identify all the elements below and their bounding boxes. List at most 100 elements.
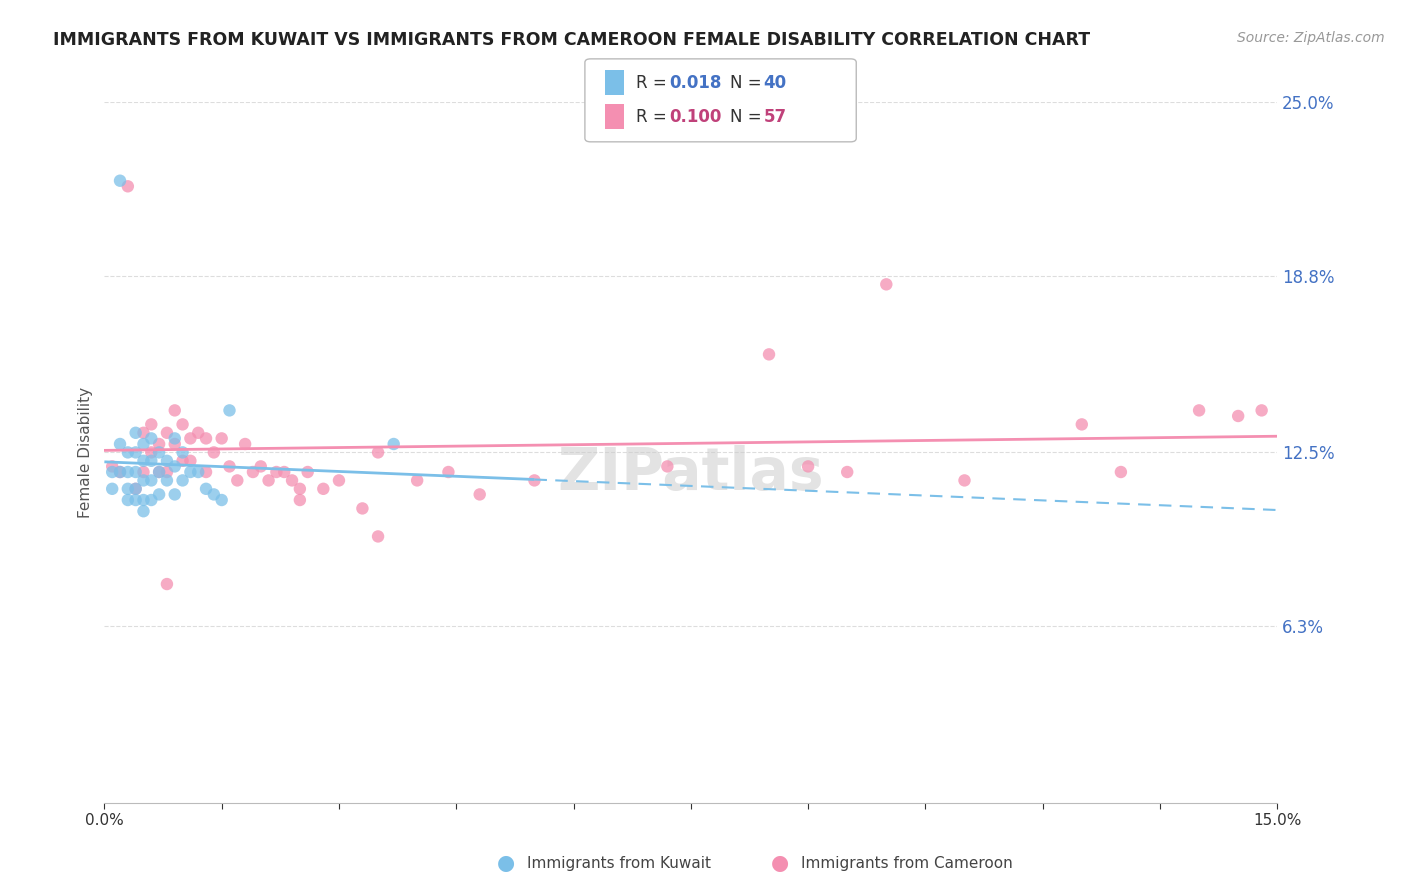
Point xyxy=(132,465,155,479)
Text: R =: R = xyxy=(636,108,672,126)
Point xyxy=(195,482,218,496)
Point xyxy=(195,431,218,445)
Point xyxy=(148,465,170,479)
Point xyxy=(108,174,131,188)
Point xyxy=(875,277,897,292)
Point xyxy=(1109,465,1132,479)
Text: Source: ZipAtlas.com: Source: ZipAtlas.com xyxy=(1237,31,1385,45)
Point xyxy=(382,437,405,451)
Point xyxy=(218,403,240,417)
Point xyxy=(124,493,146,508)
Point xyxy=(141,454,163,468)
Point xyxy=(148,465,170,479)
Point xyxy=(156,577,179,591)
Text: Immigrants from Cameroon: Immigrants from Cameroon xyxy=(801,856,1014,871)
Point xyxy=(108,465,131,479)
Point xyxy=(124,482,146,496)
Text: 0.100: 0.100 xyxy=(669,108,721,126)
Point xyxy=(797,459,820,474)
Point xyxy=(117,54,139,68)
Point xyxy=(187,425,209,440)
Point xyxy=(141,445,163,459)
Point xyxy=(179,431,201,445)
Point xyxy=(187,465,209,479)
Point xyxy=(657,459,679,474)
Point xyxy=(124,425,146,440)
Point xyxy=(101,465,124,479)
Point xyxy=(211,493,233,508)
Point xyxy=(172,454,194,468)
Point xyxy=(172,445,194,459)
Point xyxy=(249,459,271,474)
Point xyxy=(288,493,311,508)
Text: 40: 40 xyxy=(763,74,786,92)
Point xyxy=(1227,409,1250,423)
Point xyxy=(163,459,186,474)
Point xyxy=(1250,403,1272,417)
Point xyxy=(211,431,233,445)
Point xyxy=(367,445,389,459)
Point xyxy=(266,465,288,479)
Point xyxy=(367,529,389,543)
Point xyxy=(195,465,218,479)
Point xyxy=(172,474,194,488)
Point xyxy=(758,347,780,361)
Point xyxy=(281,474,304,488)
Point xyxy=(132,493,155,508)
Text: N =: N = xyxy=(730,74,766,92)
Point xyxy=(141,474,163,488)
Point xyxy=(163,487,186,501)
Point xyxy=(156,474,179,488)
Point xyxy=(141,493,163,508)
Point xyxy=(132,474,155,488)
Text: 0.018: 0.018 xyxy=(669,74,721,92)
Point xyxy=(163,403,186,417)
Point xyxy=(132,504,155,518)
Text: IMMIGRANTS FROM KUWAIT VS IMMIGRANTS FROM CAMEROON FEMALE DISABILITY CORRELATION: IMMIGRANTS FROM KUWAIT VS IMMIGRANTS FRO… xyxy=(53,31,1091,49)
Point xyxy=(117,482,139,496)
Point xyxy=(172,417,194,432)
Point xyxy=(273,465,295,479)
Point xyxy=(202,487,225,501)
Point xyxy=(101,459,124,474)
Text: ●: ● xyxy=(498,854,515,873)
Point xyxy=(242,465,264,479)
Point xyxy=(101,482,124,496)
Point xyxy=(117,493,139,508)
Point xyxy=(148,445,170,459)
Point xyxy=(132,437,155,451)
Point xyxy=(141,431,163,445)
Point xyxy=(352,501,374,516)
Point xyxy=(141,417,163,432)
Point xyxy=(523,474,546,488)
Point xyxy=(837,465,859,479)
Text: Immigrants from Kuwait: Immigrants from Kuwait xyxy=(527,856,711,871)
Point xyxy=(257,474,280,488)
Point xyxy=(953,474,976,488)
Point xyxy=(468,487,491,501)
Point xyxy=(288,482,311,496)
Point xyxy=(156,425,179,440)
Point xyxy=(163,437,186,451)
Point xyxy=(218,459,240,474)
Point xyxy=(312,482,335,496)
Point xyxy=(437,465,460,479)
Text: N =: N = xyxy=(730,108,766,126)
Text: R =: R = xyxy=(636,74,672,92)
Point xyxy=(124,445,146,459)
Point xyxy=(108,437,131,451)
Point xyxy=(163,431,186,445)
Point xyxy=(117,179,139,194)
Y-axis label: Female Disability: Female Disability xyxy=(79,387,93,518)
Point xyxy=(124,482,146,496)
Point xyxy=(297,465,319,479)
Point xyxy=(148,437,170,451)
Point xyxy=(226,474,249,488)
Point xyxy=(132,425,155,440)
Point xyxy=(108,465,131,479)
Point xyxy=(179,454,201,468)
Point xyxy=(1070,417,1092,432)
Text: 57: 57 xyxy=(763,108,786,126)
Point xyxy=(156,454,179,468)
Point xyxy=(156,465,179,479)
